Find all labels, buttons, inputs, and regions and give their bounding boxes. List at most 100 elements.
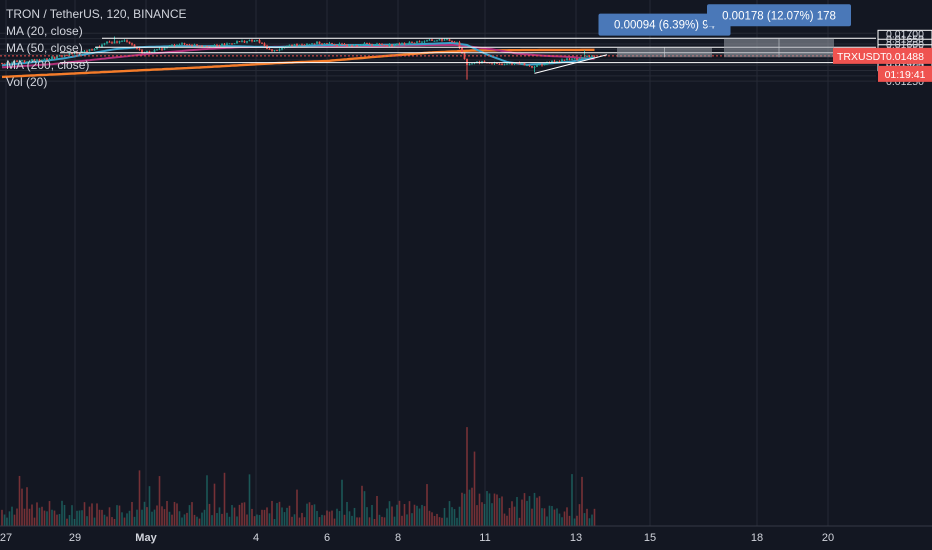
volume-bar [168,511,171,526]
candle-body [93,49,96,51]
candle-body [91,49,93,51]
volume-bar [106,516,108,526]
volume-bar [78,510,81,526]
volume-bar [201,512,203,526]
candle-body [306,44,308,46]
candle-body [391,44,393,46]
volume-bar [398,500,401,526]
candle-body [148,50,151,53]
volume-bar [338,511,341,526]
candle-body [321,43,323,45]
candle-body [203,45,206,47]
volume-bar [333,518,336,526]
volume-bar [83,502,86,526]
volume-bar [46,511,48,526]
candle-body [303,44,306,46]
volume-bar [388,501,391,526]
measure-label: 0.00094 (6.39%) 94 [614,20,716,32]
volume-bar [156,505,158,526]
volume-bar [406,514,408,526]
volume-bar [293,514,296,526]
volume-bar [236,516,238,526]
volume-bar [403,504,406,526]
volume-bar [386,508,388,526]
x-tick-label: 11 [479,532,490,544]
candle-body [443,39,446,41]
candle-body [431,39,433,41]
candle-body [573,58,576,60]
volume-bar [41,506,43,526]
candle-body [563,59,566,61]
volume-bar [21,488,23,526]
volume-bar [141,509,143,526]
candle-body [263,43,266,46]
candle-body [506,63,508,65]
volume-bar [363,491,366,526]
volume-bar [116,505,118,526]
candle-body [581,57,583,59]
volume-bar [461,492,463,526]
volume-bar [331,510,333,526]
volume-bar [93,517,96,526]
volume-bar [143,501,146,526]
candle-body [393,45,396,47]
candle-body [583,56,586,58]
candle-body [418,41,421,43]
volume-bar [296,489,298,526]
candle-body [13,60,16,63]
volume-bar [353,507,356,526]
volume-bar [528,496,531,526]
candle-body [206,45,208,47]
volume-bar [418,508,421,526]
candle-body [531,66,533,68]
candle-body [111,42,113,44]
candle-body [168,45,171,48]
candle-body [578,58,581,60]
candle-body [328,43,331,45]
volume-bar [151,511,153,526]
volume-bar [591,514,593,526]
candle-body [521,63,523,65]
candle-body [388,44,391,46]
candle-body [483,61,486,63]
candle-body [46,58,48,60]
candle-body [278,49,281,51]
candle-body [201,45,203,47]
trendline[interactable] [534,54,608,74]
legend-ma200[interactable]: MA (200, close) [6,58,90,72]
volume-bar [3,514,6,526]
volume-bar [256,514,258,526]
x-tick-label: 13 [570,532,582,544]
candle-body [96,46,98,50]
volume-bar [336,508,338,526]
candle-body [78,53,81,55]
candle-body [438,39,441,41]
legend-ma20[interactable]: MA (20, close) [6,24,83,38]
x-tick-label: May [135,532,157,544]
volume-bar [66,518,68,526]
volume-bar [513,506,516,526]
candle-body [36,59,38,61]
volume-bar [73,518,76,526]
candle-body [493,62,496,64]
volume-bar [248,474,251,526]
candle-body [381,44,383,46]
candle-body [88,49,91,52]
candle-body [146,50,148,52]
legend-ma50[interactable]: MA (50, close) [6,41,83,55]
candle-body [426,40,428,42]
candle-body [58,55,61,57]
volume-bar [48,501,51,526]
volume-bar [433,515,436,526]
candle-body [421,41,423,43]
legend-volume[interactable]: Vol (20) [6,75,48,89]
volume-bar [26,487,28,526]
candle-body [468,64,471,66]
volume-bar [478,493,481,526]
candle-body [551,60,553,63]
volume-bar [298,517,301,526]
volume-bar [128,510,131,526]
